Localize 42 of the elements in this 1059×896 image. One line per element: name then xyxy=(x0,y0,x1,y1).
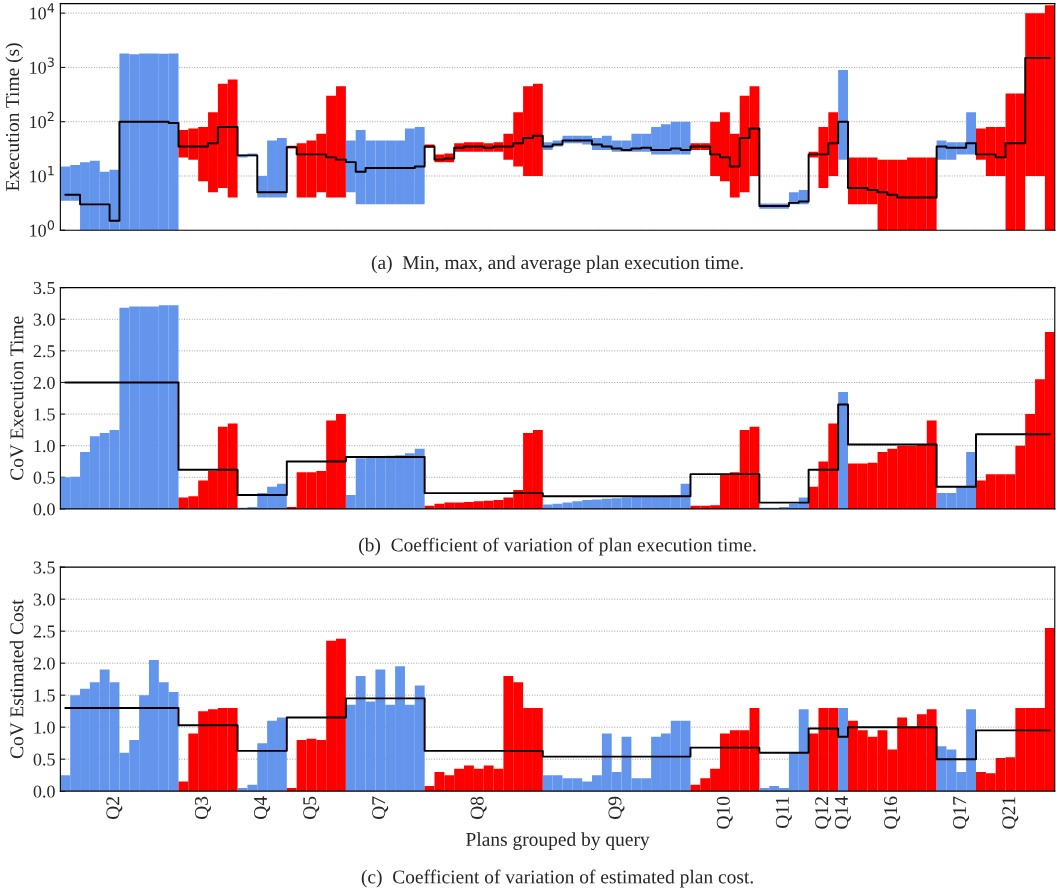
x-tick-label: Q4 xyxy=(254,796,271,819)
y-tick-label: 1.0 xyxy=(34,721,55,734)
y-tick-label: 2.0 xyxy=(33,376,55,389)
y-tick-label: 0.0 xyxy=(33,503,55,516)
x-tick-label: Q5 xyxy=(303,796,320,819)
y-tick-label: 10$^{4}$ xyxy=(30,3,55,20)
x-tick-label: Q11 xyxy=(775,797,792,828)
y-tick-label: 2.5 xyxy=(33,345,55,358)
text: (a) Min, max, and average plan execution time. xyxy=(371,255,743,274)
y-tick-label: 10$^{1}$ xyxy=(30,166,54,183)
y-tick-label: 10$^{2}$ xyxy=(30,111,54,129)
text: (c) Coefficient of variation of estimated plan cost. xyxy=(361,869,753,888)
x-tick-label: Q8 xyxy=(470,796,487,819)
x-tick-label: Q16 xyxy=(884,796,901,829)
x-tick-label: Q12 xyxy=(815,797,832,829)
x-tick-label: Q2 xyxy=(106,797,123,819)
x-tick-label: Q17 xyxy=(953,796,970,829)
text: (b) Coefficient of variation of plan execution time. xyxy=(359,537,756,556)
y-tick-label: 10$^{0}$ xyxy=(30,220,55,237)
x-tick-label: Q21 xyxy=(1002,797,1019,829)
y-tick-label: 2.5 xyxy=(33,625,55,638)
y-tick-label: 1.5 xyxy=(34,408,55,421)
y-tick-label: 1.0 xyxy=(34,439,55,453)
y-tick-label: 0.5 xyxy=(33,753,55,766)
y-tick-label: 1.5 xyxy=(34,689,55,702)
x-axis-title: Plans grouped by query xyxy=(466,832,650,850)
x-tick-label: Q7 xyxy=(372,796,389,819)
y-tick-label: 10$^{3}$ xyxy=(30,57,54,74)
y-tick-label: 3.5 xyxy=(33,561,55,574)
y-tick-label: 3.5 xyxy=(33,281,55,295)
y-axis-title: Execution Time (s) xyxy=(5,43,24,191)
x-tick-label: Q9 xyxy=(608,796,625,819)
x-tick-label: Q10 xyxy=(716,796,733,829)
y-axis-title: CoV Estimated Cost xyxy=(9,599,24,759)
y-tick-label: 0.5 xyxy=(33,471,55,484)
y-tick-label: 3.0 xyxy=(33,313,55,326)
y-tick-label: 0.0 xyxy=(33,785,55,798)
x-tick-label: Q14 xyxy=(834,796,851,829)
y-tick-label: 2.0 xyxy=(33,657,55,670)
y-tick-label: 3.0 xyxy=(33,593,55,606)
y-axis-title: CoV Execution Time xyxy=(10,316,24,480)
x-tick-label: Q3 xyxy=(194,796,211,819)
